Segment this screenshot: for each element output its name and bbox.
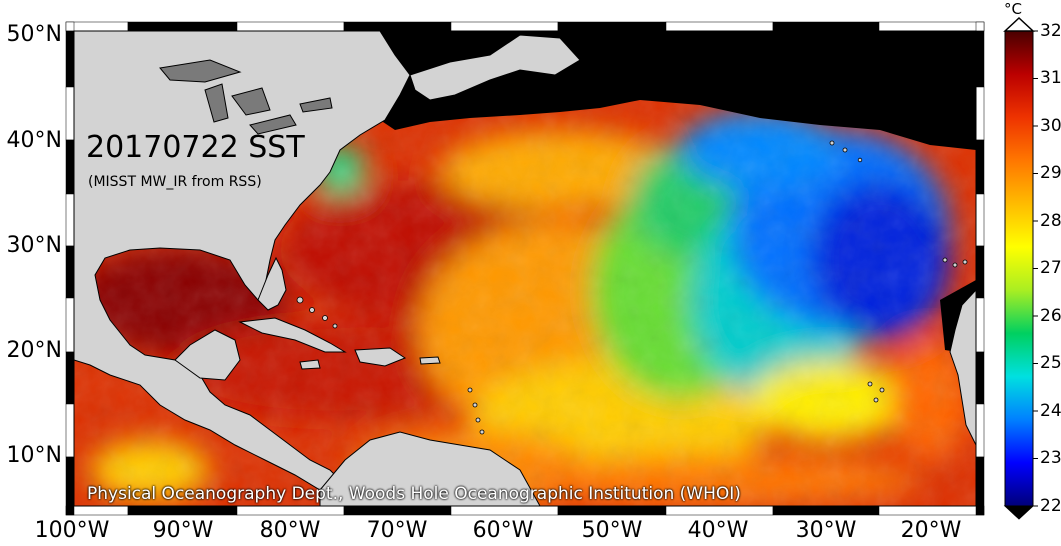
colorbar-tick: 26: [1040, 306, 1061, 326]
frame-segment: [557, 505, 667, 516]
frame-segment: [975, 403, 985, 458]
cuba: [238, 317, 347, 353]
frame-segment: [975, 21, 985, 32]
frame-segment: [65, 21, 75, 32]
colorbar-top-arrow: [1003, 16, 1035, 32]
colorbar-tick: 22: [1040, 496, 1061, 516]
lon-label-40w: 40°W: [687, 518, 749, 543]
frame-segment: [557, 21, 667, 32]
colorbar-tick: 28: [1040, 211, 1061, 231]
frame-segment: [450, 505, 559, 516]
frame-segment: [65, 245, 75, 299]
frame-segment: [65, 193, 75, 247]
frame-segment: [127, 21, 238, 32]
colorbar-tick: 27: [1040, 258, 1061, 278]
frame-segment: [65, 30, 75, 88]
land-africa: [949, 289, 976, 446]
frame-segment: [665, 505, 774, 516]
colorbar-tick: 31: [1040, 68, 1061, 88]
lat-label-50n: 50°N: [6, 22, 62, 47]
lon-label-50w: 50°W: [581, 518, 643, 543]
map-title: 20170722 SST: [86, 130, 305, 165]
lon-label-80w: 80°W: [259, 518, 321, 543]
lat-label-30n: 30°N: [6, 233, 62, 258]
credit-text: Physical Oceanography Dept., Woods Hole …: [87, 484, 741, 504]
lat-label-40n: 40°N: [6, 128, 62, 153]
frame-segment: [65, 297, 75, 353]
colorbar-tick: 32: [1040, 21, 1061, 41]
lon-label-20w: 20°W: [900, 518, 962, 543]
colorbar-tick: 30: [1040, 116, 1061, 136]
frame-segment: [975, 245, 985, 299]
land-north-america: [74, 31, 411, 491]
frame-segment: [975, 456, 985, 516]
frame-segment: [65, 505, 129, 516]
frame-segment: [878, 505, 985, 516]
colorbar-tick: 23: [1040, 448, 1061, 468]
frame-segment: [127, 505, 238, 516]
frame-segment: [236, 21, 345, 32]
frame-segment: [975, 30, 985, 88]
frame-segment: [450, 21, 559, 32]
lon-label-60w: 60°W: [472, 518, 534, 543]
colorbar-gradient: [1004, 30, 1034, 507]
lon-label-70w: 70°W: [366, 518, 428, 543]
land-south-america: [319, 431, 541, 506]
lat-label-20n: 20°N: [6, 338, 62, 363]
lon-label-90w: 90°W: [152, 518, 214, 543]
frame-segment: [65, 351, 75, 405]
colorbar-tick: 29: [1040, 163, 1061, 183]
frame-segment: [65, 403, 75, 458]
map-subtitle: (MISST MW_IR from RSS): [88, 174, 262, 190]
frame-segment: [975, 139, 985, 195]
colorbar-tick: 25: [1040, 353, 1061, 373]
colorbar: [1003, 16, 1038, 520]
great-lakes: [159, 59, 333, 135]
frame-segment: [65, 21, 129, 32]
frame-segment: [665, 21, 774, 32]
frame-segment: [772, 505, 880, 516]
frame-segment: [975, 193, 985, 247]
lat-label-10n: 10°N: [6, 443, 62, 468]
lon-label-30w: 30°W: [795, 518, 857, 543]
frame-segment: [975, 351, 985, 405]
frame-segment: [65, 139, 75, 195]
frame-segment: [343, 21, 452, 32]
colorbar-tick: 24: [1040, 401, 1061, 421]
frame-segment: [975, 86, 985, 141]
colorbar-unit: °C: [1004, 0, 1022, 18]
lon-label-100w: 100°W: [34, 518, 110, 543]
frame-segment: [65, 86, 75, 141]
colorbar-bottom-arrow: [1003, 505, 1035, 520]
frame-segment: [343, 505, 452, 516]
frame-segment: [878, 21, 985, 32]
frame-segment: [975, 297, 985, 353]
frame-segment: [236, 505, 345, 516]
frame-segment: [65, 456, 75, 516]
frame-segment: [772, 21, 880, 32]
